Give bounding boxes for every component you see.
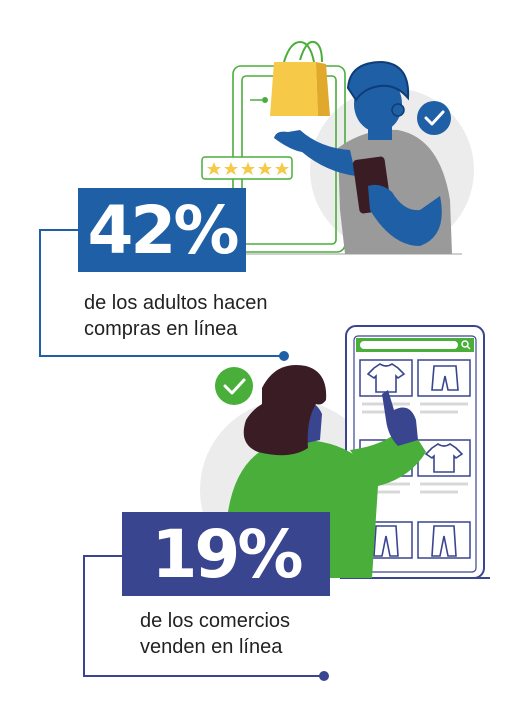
stat-value-text: 42%	[87, 191, 240, 269]
shopper-hair	[346, 60, 410, 102]
shorts-icon	[431, 365, 459, 391]
shopper-arm-right	[368, 184, 442, 246]
rating-stars-icon	[201, 156, 293, 180]
stat-value-businesses: 19%	[122, 512, 330, 596]
check-badge-icon	[417, 101, 451, 135]
stat-value-adults: 42%	[78, 188, 246, 272]
shopping-bag-icon	[270, 40, 330, 116]
check-badge-icon	[215, 367, 253, 405]
tshirt-icon	[366, 363, 464, 473]
stat-value-text: 19%	[151, 515, 304, 593]
seller-hand	[382, 390, 418, 446]
caption-line: compras en línea	[84, 318, 238, 340]
caption-line: de los comercios	[140, 610, 291, 632]
stat-caption-businesses: de los comercios venden en línea	[140, 608, 400, 660]
shopper-arm-left	[274, 130, 356, 176]
connector-stat-1	[39, 229, 284, 357]
caption-line: de los adultos hacen	[84, 292, 268, 314]
stat-caption-adults: de los adultos hacen compras en línea	[84, 290, 344, 342]
search-icon	[461, 340, 471, 350]
seller-hair	[243, 364, 327, 456]
connector-stat-2	[83, 555, 324, 677]
caption-line: venden en línea	[140, 636, 283, 658]
pants-icon	[373, 525, 457, 557]
